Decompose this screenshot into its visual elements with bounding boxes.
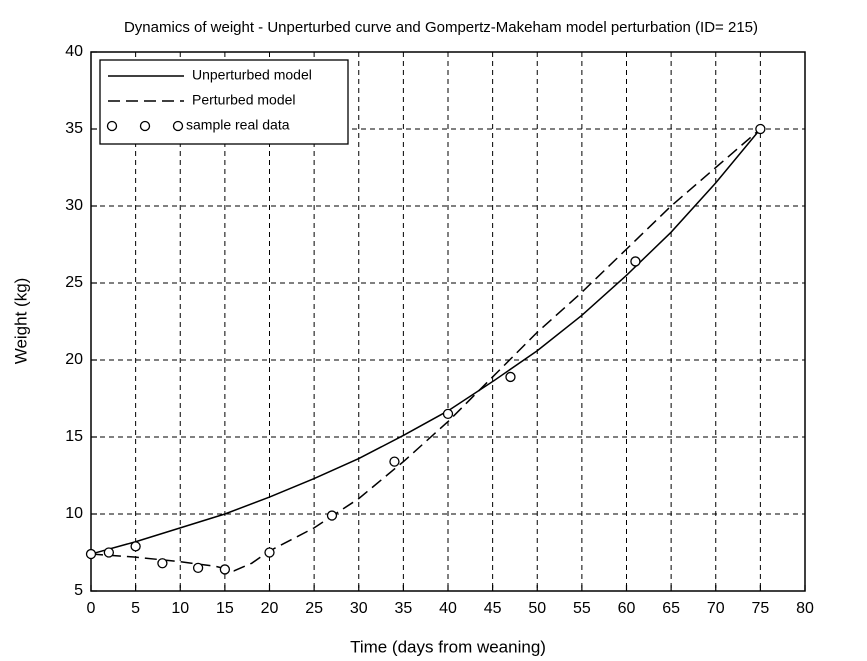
legend-label: sample real data — [186, 117, 290, 133]
chart-title: Dynamics of weight - Unperturbed curve a… — [124, 19, 758, 36]
legend-label: Unperturbed model — [192, 67, 312, 83]
data-point — [505, 371, 516, 383]
x-tick-label: 55 — [573, 600, 591, 617]
legend-label: Perturbed model — [192, 92, 296, 108]
x-tick-label: 35 — [394, 600, 412, 617]
x-tick-label: 45 — [484, 600, 502, 617]
y-tick-label: 35 — [65, 120, 83, 137]
data-point — [103, 547, 114, 558]
x-axis-label: Time (days from weaning) — [350, 637, 546, 656]
x-tick-label: 0 — [87, 600, 96, 617]
x-tick-label: 25 — [305, 600, 323, 617]
data-point — [157, 558, 168, 569]
data-point — [219, 564, 231, 575]
legend-marker — [139, 120, 151, 132]
x-tick-label: 65 — [662, 600, 680, 617]
legend: Unperturbed model Perturbed model sample r… — [99, 59, 349, 145]
data-point — [326, 510, 338, 521]
data-point — [630, 256, 641, 267]
x-tick-label: 75 — [751, 600, 769, 617]
x-tick-label: 80 — [796, 600, 814, 617]
x-tick-label: 20 — [261, 600, 279, 617]
y-tick-label: 30 — [65, 197, 83, 214]
x-tick-label: 40 — [439, 600, 457, 617]
x-tick-label: 10 — [171, 600, 189, 617]
data-point — [442, 408, 454, 420]
legend-marker — [172, 120, 184, 132]
data-point — [192, 562, 204, 574]
data-point — [85, 548, 97, 560]
data-point — [264, 547, 275, 558]
x-tick-label: 30 — [350, 600, 368, 617]
y-tick-label: 10 — [65, 505, 83, 522]
y-tick-label: 5 — [74, 582, 83, 599]
y-tick-label: 25 — [65, 274, 83, 291]
series-line — [90, 128, 761, 555]
y-tick-label: 40 — [65, 43, 83, 60]
x-tick-label: 60 — [618, 600, 636, 617]
x-tick-label: 50 — [528, 600, 546, 617]
x-tick-label: 15 — [216, 600, 234, 617]
y-tick-label: 15 — [65, 428, 83, 445]
x-tick-label: 5 — [131, 600, 140, 617]
y-tick-label: 20 — [65, 351, 83, 368]
legend-box — [99, 59, 349, 145]
y-axis-label: Weight (kg) — [11, 278, 30, 365]
plot-frame — [90, 51, 806, 592]
data-point — [389, 456, 400, 467]
series-line — [90, 128, 761, 572]
legend-marker — [106, 120, 118, 132]
x-tick-label: 70 — [707, 600, 725, 617]
data-point — [130, 541, 141, 552]
data-point — [755, 123, 766, 135]
